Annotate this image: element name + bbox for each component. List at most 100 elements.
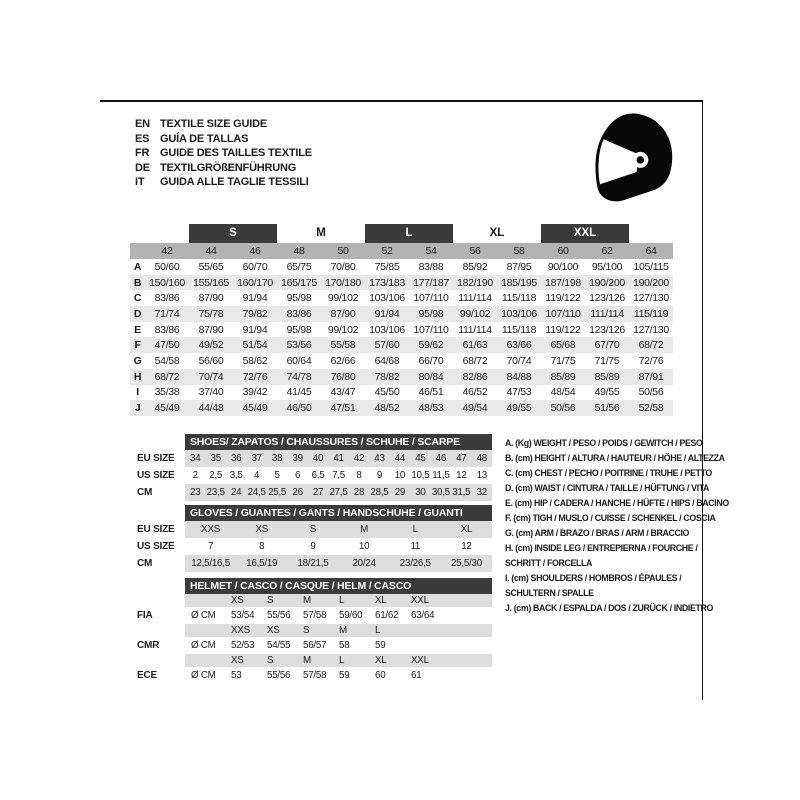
- helmet-value: 61: [411, 670, 422, 681]
- measurement-value: 49/55: [506, 402, 532, 415]
- measurement-value: 55/65: [198, 260, 224, 273]
- measurement-value: 103/106: [369, 323, 405, 336]
- helmet-values-row-cmr: CMR Ø CM 52/53 54/55 56/57 58 59: [130, 637, 492, 654]
- helmet-value: 59: [339, 670, 350, 681]
- measurement-value: 95/98: [286, 292, 312, 305]
- helmet-size: S: [267, 595, 274, 606]
- helmet-value: 58: [339, 640, 350, 651]
- measurement-value: 45/50: [374, 386, 400, 399]
- gloves-value: 25,5/30: [450, 558, 482, 569]
- measurement-value: 91/94: [242, 292, 268, 305]
- measurement-value: 47/53: [506, 386, 532, 399]
- shoes-value: 26: [292, 487, 303, 498]
- row-label: CM: [137, 558, 153, 569]
- legend-line: B. (cm) HEIGHT / ALTURA / HAUTEUR / HÖHE…: [505, 453, 725, 463]
- size-number: 58: [513, 245, 525, 257]
- shoes-value: 23,5: [206, 487, 225, 498]
- measurement-value: 49/54: [462, 402, 488, 415]
- spacer: [629, 224, 673, 243]
- size-group-xxl: XXL: [541, 224, 629, 243]
- measurement-value: 95/100: [591, 260, 623, 273]
- helmet-value: 59/60: [339, 610, 363, 621]
- measurement-value: 39/42: [242, 386, 268, 399]
- measurement-value: 85/89: [550, 370, 576, 383]
- gloves-table-title: GLOVES / GUANTES / GANTS / HANDSCHUHE / …: [185, 505, 492, 521]
- legend-item: G. (cm) ARM / BRAZO / BRAS / ARM / BRACC…: [505, 526, 703, 541]
- measurement-value: 127/130: [633, 323, 669, 336]
- size-number: 54: [425, 245, 437, 257]
- measurement-row-h: H 68/72 70/74 72/76 74/78 76/80 78/82 80/84 82/8…: [130, 368, 673, 385]
- measurement-value: 79/82: [242, 307, 268, 320]
- size-number: 44: [205, 245, 217, 257]
- helmet-value-cells: Ø CM 53 55/56 57/58 59 60 61: [185, 667, 492, 684]
- guide-title: TEXTILE SIZE GUIDE: [160, 118, 268, 130]
- measurement-value: 165/175: [281, 276, 317, 289]
- gloves-value: 23/26,5: [399, 558, 431, 569]
- language-row: EN TEXTILE SIZE GUIDE: [135, 117, 312, 132]
- legend-item: C. (cm) CHEST / PECHO / POITRINE / TRUHE…: [505, 466, 712, 481]
- legend-line: C. (cm) CHEST / PECHO / POITRINE / TRUHE…: [505, 468, 712, 478]
- measurement-value: 83/86: [286, 307, 312, 320]
- shoes-value: 6: [294, 470, 301, 481]
- shoes-value: 28,5: [370, 487, 389, 498]
- shoes-value: 32: [476, 487, 488, 498]
- legend-item: B. (cm) HEIGHT / ALTURA / HAUTEUR / HÖHE…: [505, 451, 725, 466]
- helmet-size: M: [303, 655, 311, 666]
- measurement-value: 44/48: [198, 402, 224, 415]
- language-list: EN TEXTILE SIZE GUIDE ES GUÍA DE TALLAS FR GU…: [135, 117, 312, 190]
- visor-pivot-inner: [636, 156, 645, 164]
- measurement-value: 95/98: [418, 307, 444, 320]
- helmet-header-row: HELMET / CASCO / CASQUE / HELM / CASCO: [130, 578, 492, 594]
- shoes-table: SHOES/ ZAPATOS / CHAUSSURES / SCHUHE / S…: [130, 434, 492, 501]
- measurement-value: 99/102: [327, 323, 359, 336]
- shoes-value: 29: [394, 487, 406, 498]
- shoes-value: 28: [353, 487, 365, 498]
- shoes-value: 30,5: [431, 487, 450, 498]
- measurement-value: 75/85: [374, 260, 400, 273]
- shoes-value: 44: [394, 453, 406, 464]
- measurement-value: 52/58: [638, 402, 664, 415]
- measurement-value: 45/49: [154, 402, 180, 415]
- helmet-size-cells: XS S M L XL XXL: [185, 594, 492, 607]
- measurement-value: 70/74: [198, 370, 224, 383]
- measurement-value: 71/75: [594, 354, 620, 367]
- gloves-cells: 7 8 9 10 11 12: [185, 538, 492, 555]
- shoes-value: 45: [415, 453, 426, 464]
- shoes-value: 11,5: [432, 470, 450, 481]
- measurement-value: 53/56: [286, 339, 312, 352]
- measurement-value: 87/95: [506, 260, 532, 273]
- helmet-values-row-ece: ECE Ø CM 53 55/56 57/58 59 60 61: [130, 667, 492, 684]
- helmet-value-cells: Ø CM 52/53 54/55 56/57 58 59: [185, 637, 492, 654]
- language-code: DE: [135, 161, 150, 174]
- row-label: H: [133, 370, 142, 383]
- helmet-value: 57/58: [303, 670, 327, 681]
- gloves-value: 16,5/19: [246, 558, 278, 569]
- spacer: [130, 434, 185, 450]
- row-label: J: [134, 402, 141, 415]
- legend-line: A. (Kg) WEIGHT / PESO / POIDS / GEWITCH …: [505, 438, 703, 448]
- measurement-value: 111/114: [458, 323, 492, 336]
- helmet-value: 52/53: [231, 640, 255, 651]
- measurement-value: 45/49: [242, 402, 268, 415]
- row-label: F: [134, 339, 141, 352]
- shoes-value: 42: [353, 453, 365, 464]
- size-group-xl: XL: [489, 227, 505, 239]
- gloves-value: 20/24: [352, 558, 376, 569]
- row-label: US SIZE: [137, 470, 175, 481]
- row-label: A: [133, 260, 142, 273]
- helmet-size: M: [303, 595, 311, 606]
- row-label: ECE: [137, 670, 157, 681]
- gloves-value: S: [309, 524, 317, 535]
- measurement-value: 107/110: [413, 323, 449, 336]
- measurement-value: 51/54: [242, 339, 268, 352]
- helmet-values-row-fia: FIA Ø CM 53/54 55/56 57/58 59/60 61/62 63/64: [130, 607, 492, 624]
- helmet-visor: [598, 139, 639, 185]
- helmet-table-title: HELMET / CASCO / CASQUE / HELM / CASCO: [185, 578, 492, 594]
- shoes-value: 25,5: [268, 487, 287, 498]
- measurement-value: 107/110: [545, 307, 581, 320]
- measurement-value: 83/86: [154, 292, 180, 305]
- measurement-value: 119/122: [545, 323, 581, 336]
- measurement-value: 70/74: [506, 354, 532, 367]
- unit-label: Ø CM: [191, 610, 216, 621]
- gloves-table: GLOVES / GUANTES / GANTS / HANDSCHUHE / …: [130, 505, 492, 572]
